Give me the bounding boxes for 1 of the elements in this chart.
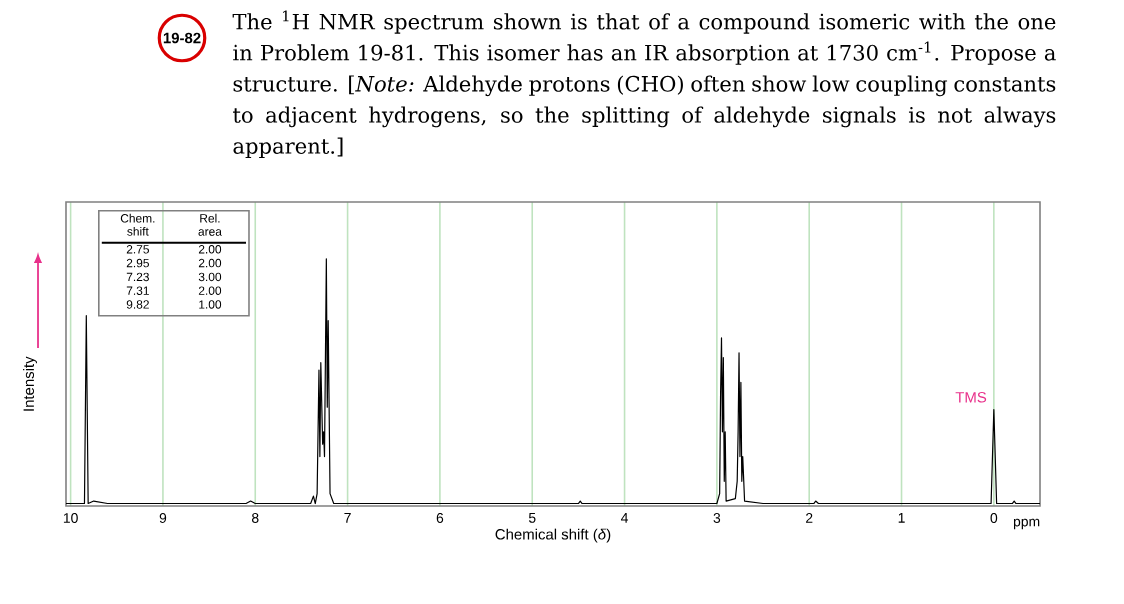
- chart-title: The $^{1}$H NMR spectrum shown is that of a compound isomeric with the one in Problem 19-81. This isomer has an IR absorption at 1730 cm$^{-1}$. Propose a structure. [Note: Aldehyde protons (CHO) often show low coupling constants to adjacent hydrogens, so the splitting of aldehyde signals is not always apparent.]: [232, 10, 1056, 159]
